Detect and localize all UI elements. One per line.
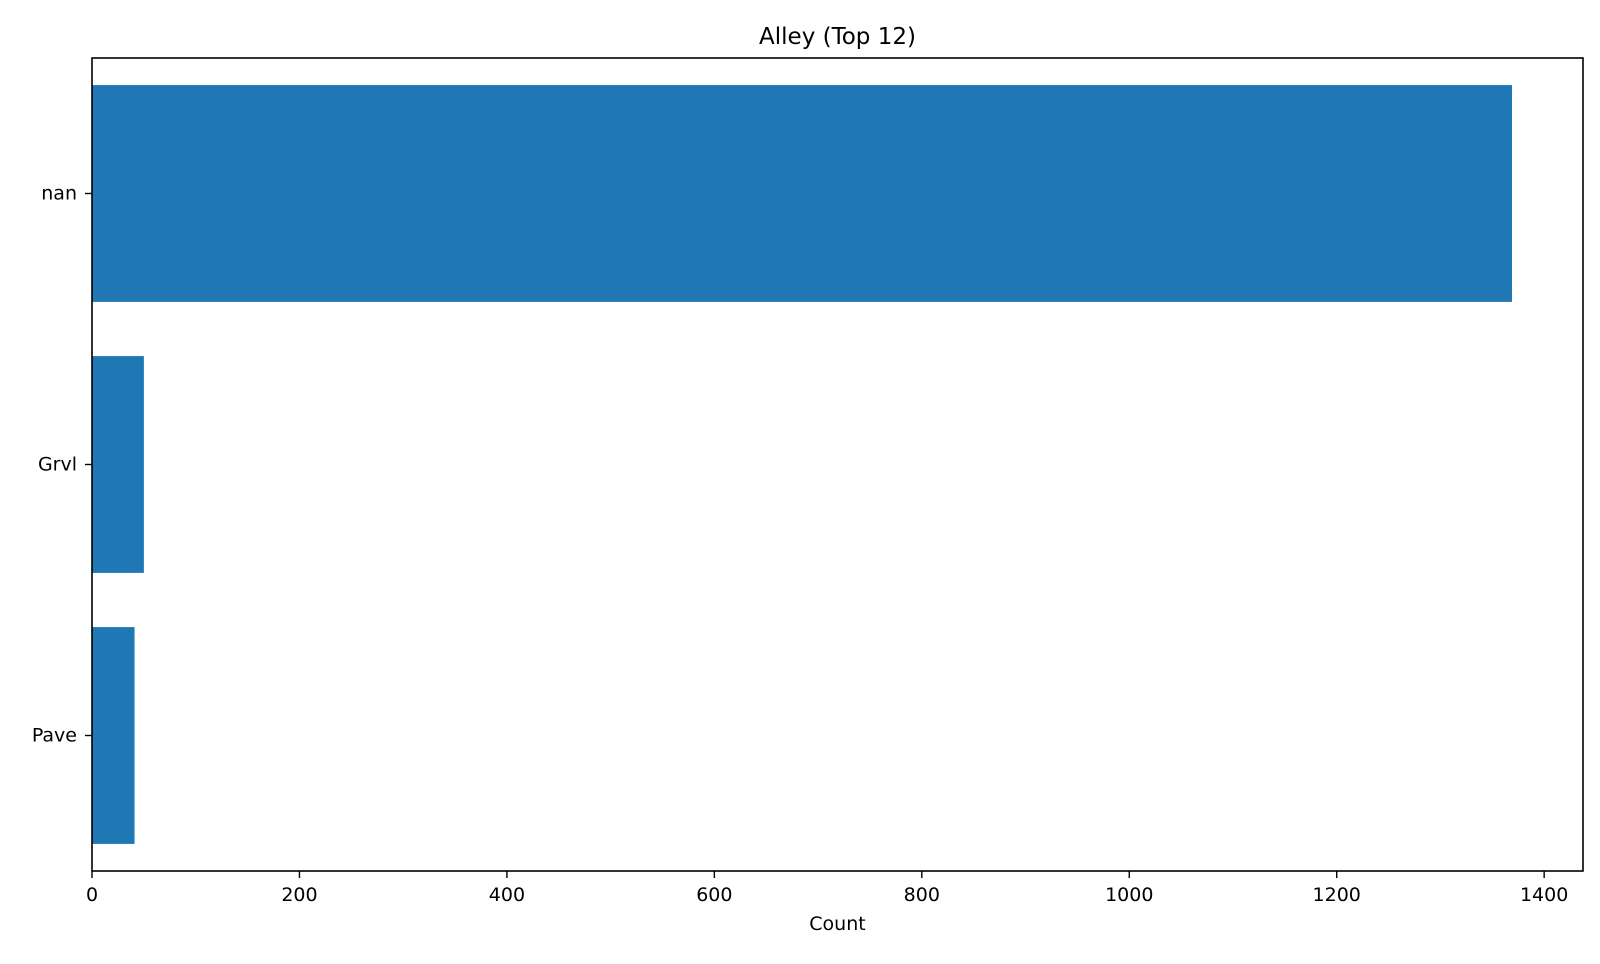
y-axis-ticks: nan Grvl Pave <box>32 183 92 747</box>
x-tick-label: 600 <box>696 884 732 906</box>
x-tick-label: 800 <box>904 884 940 906</box>
x-tick-label: 1000 <box>1105 884 1153 906</box>
y-tick-label: nan <box>41 183 77 205</box>
x-tick-label: 1200 <box>1313 884 1361 906</box>
x-tick-label: 1400 <box>1520 884 1568 906</box>
x-tick-label: 0 <box>86 884 98 906</box>
x-tick-label: 200 <box>281 884 317 906</box>
x-tick-label: 400 <box>489 884 525 906</box>
chart-title: Alley (Top 12) <box>759 24 916 50</box>
bar-grvl <box>92 356 144 573</box>
y-tick-label: Grvl <box>38 454 77 476</box>
bar-pave <box>92 627 135 844</box>
bar-nan <box>92 85 1512 302</box>
x-axis-ticks: 0 200 400 600 800 1000 1200 1400 <box>86 871 1568 906</box>
y-tick-label: Pave <box>32 725 77 747</box>
bars-layer <box>92 85 1512 844</box>
x-axis-label: Count <box>809 913 865 935</box>
